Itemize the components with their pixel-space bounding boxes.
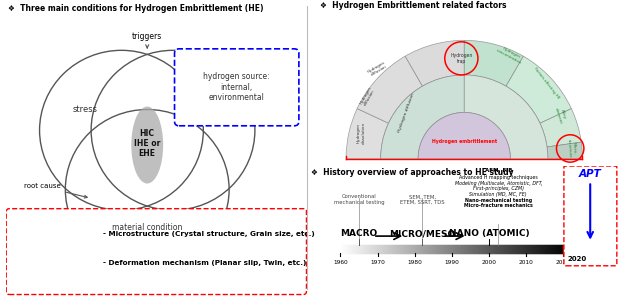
Text: Hydrogen
dissolution: Hydrogen dissolution: [357, 122, 365, 144]
Text: Hydrogen embrittlement: Hydrogen embrittlement: [431, 139, 497, 144]
Text: Hydrogen
diffusion: Hydrogen diffusion: [367, 60, 389, 78]
Text: Hydrogen
concentration: Hydrogen concentration: [496, 44, 525, 65]
Wedge shape: [357, 56, 422, 123]
Text: Factors affecting HE: Factors affecting HE: [533, 67, 560, 100]
Text: SEM, TEM,
ETEM, SSRT, TDS: SEM, TEM, ETEM, SSRT, TDS: [400, 194, 444, 205]
Wedge shape: [547, 142, 582, 159]
Text: Nano-mechanical testing: Nano-mechanical testing: [465, 198, 532, 203]
Text: Micro-fracture mechanics: Micro-fracture mechanics: [464, 203, 533, 208]
Text: Conventional
mechanical testing: Conventional mechanical testing: [334, 194, 384, 205]
Text: First-principles, CZM): First-principles, CZM): [473, 186, 524, 191]
Wedge shape: [464, 40, 523, 86]
Text: 1970: 1970: [370, 260, 385, 265]
Text: - Deformation mechanism (Planar slip, Twin, etc.): - Deformation mechanism (Planar slip, Tw…: [103, 260, 306, 266]
Text: Simulation (MD, MC, FE): Simulation (MD, MC, FE): [469, 192, 527, 197]
FancyBboxPatch shape: [564, 166, 617, 266]
Text: Hydrogen
diffusion: Hydrogen diffusion: [359, 86, 376, 107]
Text: 2020: 2020: [556, 260, 571, 265]
Text: material condition: material condition: [112, 223, 183, 232]
Wedge shape: [418, 112, 511, 159]
Text: Advanced H mapping techniques: Advanced H mapping techniques: [459, 175, 538, 180]
Ellipse shape: [131, 107, 163, 184]
Wedge shape: [381, 75, 464, 159]
Text: ❖  Hydrogen Embrittlement related factors: ❖ Hydrogen Embrittlement related factors: [320, 1, 506, 10]
FancyBboxPatch shape: [6, 209, 306, 295]
Wedge shape: [405, 40, 464, 86]
Text: NANO (ATOMIC): NANO (ATOMIC): [449, 229, 529, 238]
Wedge shape: [464, 75, 548, 159]
Text: AFM, FIB: AFM, FIB: [485, 168, 512, 173]
Text: ❖  Three main conditions for Hydrogen Embrittlement (HE): ❖ Three main conditions for Hydrogen Emb…: [7, 4, 263, 13]
Text: 1990: 1990: [444, 260, 459, 265]
Text: Hydrogen diffusion: Hydrogen diffusion: [397, 92, 415, 133]
Text: triggers: triggers: [132, 33, 162, 48]
Text: stress: stress: [72, 105, 98, 114]
Wedge shape: [506, 56, 571, 123]
Text: MACRO: MACRO: [340, 229, 378, 238]
Text: Hydrogen
trap: Hydrogen trap: [450, 53, 472, 64]
Text: ❖  History overview of approaches to HE study: ❖ History overview of approaches to HE s…: [311, 168, 514, 177]
Text: MICRO/MESO: MICRO/MESO: [389, 229, 456, 238]
Text: 1960: 1960: [333, 260, 348, 265]
Text: 1980: 1980: [407, 260, 422, 265]
Wedge shape: [346, 109, 389, 159]
Text: APT: APT: [579, 169, 602, 179]
Text: Alloy
element: Alloy element: [554, 106, 568, 125]
Text: 2010: 2010: [519, 260, 534, 265]
Text: HIC
IHE or
EHE: HIC IHE or EHE: [134, 129, 160, 158]
Text: hydrogen source:
internal,
environmental: hydrogen source: internal, environmental: [204, 73, 270, 102]
FancyBboxPatch shape: [175, 49, 299, 126]
Text: - Microstructure (Crystal structure, Grain size, etc.): - Microstructure (Crystal structure, Gra…: [103, 231, 315, 237]
Text: 2000: 2000: [482, 260, 496, 265]
Wedge shape: [540, 109, 581, 147]
Text: Modeling (Multiscale, Atomistic, DFT,: Modeling (Multiscale, Atomistic, DFT,: [454, 181, 542, 186]
Text: root cause: root cause: [24, 184, 87, 198]
Text: 2020: 2020: [568, 256, 587, 262]
Text: Micro-
structure: Micro- structure: [567, 139, 576, 158]
